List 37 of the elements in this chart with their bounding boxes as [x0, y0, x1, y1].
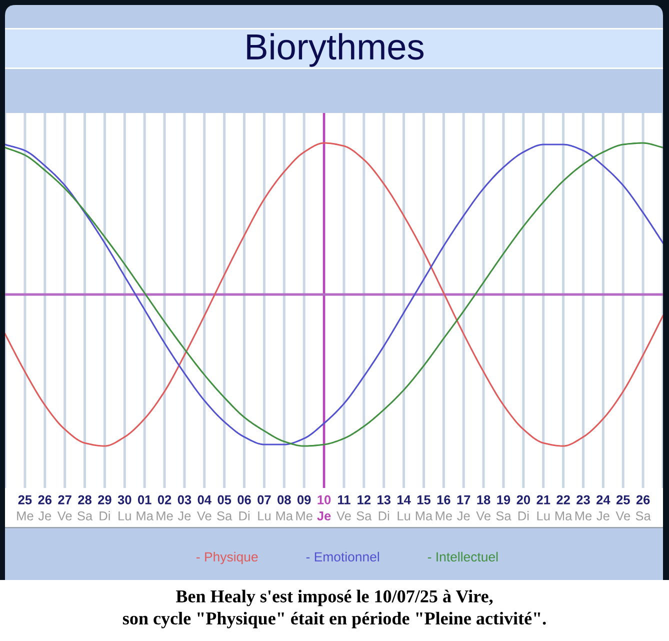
category-label: 01 Ma — [136, 495, 154, 520]
category-label: 09 Me — [296, 495, 312, 520]
category-label: 29 Di — [98, 495, 112, 520]
category-label: 06 Di — [238, 495, 251, 520]
category-label: 23 Me — [575, 495, 592, 520]
category-label: 14 Lu — [397, 495, 411, 520]
category-label: 12 Sa — [356, 495, 372, 520]
category-label: 25 Ve — [616, 495, 630, 520]
chart-title: Biorythmes — [247, 33, 424, 67]
category-label: 02 Me — [156, 495, 173, 520]
category-label: 07 Lu — [258, 495, 271, 520]
category-label: 03 Je — [178, 495, 192, 520]
category-label: 08 Ma — [276, 495, 294, 520]
category-label: 16 Me — [436, 495, 452, 520]
category-label: 05 Sa — [217, 495, 232, 520]
category-label: 17 Je — [457, 495, 470, 520]
category-label: 21 Lu — [536, 495, 550, 520]
text: - Physique — [196, 552, 258, 564]
category-label: 18 Ve — [476, 495, 490, 520]
category-label: 24 Je — [596, 495, 610, 520]
category-label: 15 Ma — [416, 495, 433, 520]
category-label: 26 Sa — [636, 495, 651, 520]
category-label: 27 Ve — [57, 495, 72, 520]
text: - Emotionnel — [306, 552, 379, 562]
text: - Intellectuel — [428, 552, 498, 562]
category-label: 28 Sa — [78, 495, 93, 520]
category-label: 11 Ve — [336, 495, 351, 520]
category-label: 19 Sa — [496, 495, 512, 520]
category-label: 22 Ma — [555, 495, 572, 520]
category-label: 10 Je — [317, 495, 331, 520]
text: Ben Healy s'est imposé le 10/07/25 à Vire, son cycle "Physique" était en période "Pleine activité". — [122, 590, 546, 628]
category-label: 30 Lu — [118, 495, 132, 520]
category-label: 13 Di — [378, 495, 390, 520]
category-label: 04 Ve — [196, 495, 212, 520]
category-label: 25 Me — [17, 495, 34, 520]
category-label: 26 Je — [38, 495, 52, 520]
category-label: 20 Di — [516, 495, 530, 520]
